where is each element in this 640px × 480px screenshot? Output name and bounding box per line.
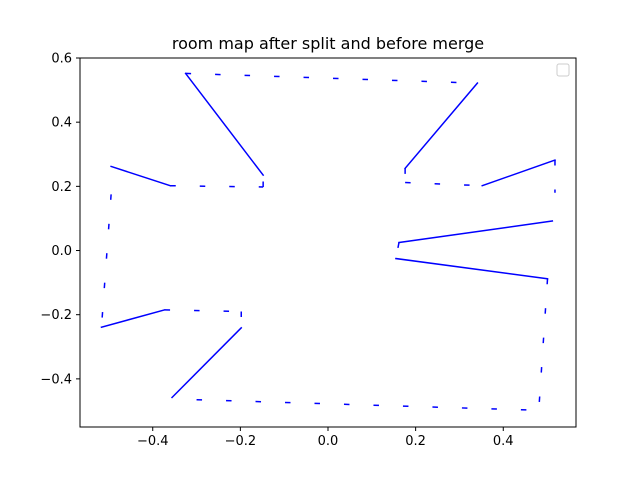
y-tick-label-3: 0.2 xyxy=(51,180,72,195)
plot-data xyxy=(100,72,556,412)
legend-box xyxy=(556,63,570,77)
x-tick-label-2: 0.0 xyxy=(318,434,339,449)
dashed-segment-0 xyxy=(185,72,474,84)
solid-segment-2 xyxy=(404,81,479,170)
y-tick-label-1: −0.2 xyxy=(40,308,72,323)
axes: −0.4 −0.2 0.0 0.2 0.4 −0.4 −0.2 0.0 0.2 0.4 0.6 xyxy=(40,52,513,450)
y-tick-label-4: 0.4 xyxy=(51,116,72,131)
solid-segment-7 xyxy=(170,326,243,399)
x-tick-label-0: −0.4 xyxy=(137,434,169,449)
dashed-segment-8 xyxy=(164,309,242,313)
x-tick-label-3: 0.2 xyxy=(405,434,426,449)
solid-segment-5 xyxy=(395,257,549,280)
y-tick-label-2: 0.0 xyxy=(51,244,72,259)
chart-title: room map after split and before merge xyxy=(172,34,484,53)
solid-segment-4 xyxy=(398,220,554,244)
dashed-segment-4 xyxy=(405,181,483,187)
y-tick-label-0: −0.4 xyxy=(40,372,72,387)
dashed-segment-6 xyxy=(395,242,400,259)
y-tick-label-5: 0.6 xyxy=(51,52,72,67)
solid-segment-3 xyxy=(481,159,556,187)
solid-segment-0 xyxy=(184,72,265,177)
solid-segment-1 xyxy=(110,165,172,187)
x-tick-label-1: −0.2 xyxy=(225,434,257,449)
solid-segment-6 xyxy=(100,308,166,329)
plot-frame xyxy=(79,57,577,428)
x-tick-label-4: 0.4 xyxy=(493,434,514,449)
